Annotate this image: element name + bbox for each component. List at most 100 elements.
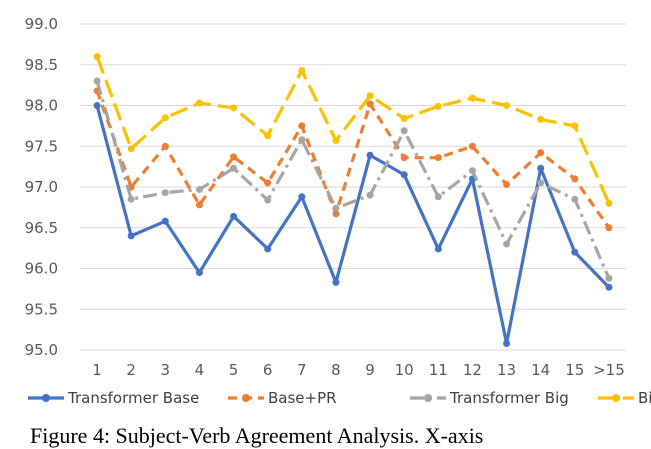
data-point (195, 99, 203, 107)
data-point (605, 224, 613, 232)
data-point (400, 115, 408, 123)
data-point (93, 102, 101, 109)
data-point (298, 66, 306, 74)
series-line (95, 56, 611, 204)
data-point (537, 179, 545, 187)
data-point (127, 232, 135, 240)
data-point (332, 137, 340, 145)
y-tick-label: 97.0 (25, 178, 58, 196)
figure-caption: Figure 4: Subject-Verb Agreement Analysi… (30, 423, 484, 448)
data-point (571, 122, 579, 130)
gridlines (80, 23, 626, 351)
data-point (195, 185, 203, 193)
data-point (503, 181, 511, 189)
legend-label: Transformer Base (67, 389, 199, 407)
x-tick-label: 11 (429, 361, 448, 379)
x-tick-label: 3 (161, 361, 171, 379)
legend-item: Base+PR (228, 389, 337, 407)
data-point (366, 191, 374, 199)
data-point (195, 201, 203, 209)
data-point (230, 212, 238, 220)
x-tick-label: 9 (365, 361, 375, 379)
data-point (537, 149, 545, 157)
data-point (571, 175, 579, 183)
data-point (400, 154, 408, 162)
data-point (332, 204, 340, 212)
data-point (503, 339, 511, 347)
x-tick-label: 10 (395, 361, 414, 379)
legend-item: Big+PR (598, 389, 651, 407)
data-point (605, 283, 613, 291)
data-point (605, 199, 613, 207)
data-point (298, 193, 306, 201)
x-tick-label: 8 (331, 361, 341, 379)
data-point (230, 104, 238, 112)
y-tick-label: 98.5 (25, 56, 58, 74)
y-tick-label: 95.5 (25, 300, 58, 318)
data-point (571, 195, 579, 203)
y-tick-label: 97.5 (25, 137, 58, 155)
legend-marker (42, 394, 50, 402)
data-point (127, 145, 135, 153)
data-point (161, 217, 169, 225)
data-point (264, 179, 272, 187)
data-point (434, 245, 442, 253)
series-lines (93, 53, 613, 347)
data-point (503, 240, 511, 248)
legend-item: Transformer Big (410, 389, 569, 407)
x-tick-label: 7 (297, 361, 307, 379)
data-point (332, 210, 340, 218)
data-point (298, 136, 306, 144)
data-point (264, 245, 272, 253)
data-point (605, 274, 613, 282)
data-point (127, 195, 135, 203)
data-point (468, 167, 476, 175)
data-point (264, 132, 272, 140)
legend-item: Transformer Base (28, 389, 199, 407)
data-point (400, 171, 408, 179)
legend-label: Transformer Big (449, 389, 569, 407)
x-tick-label: 15 (565, 361, 584, 379)
data-point (434, 193, 442, 201)
legend: Transformer Base Base+PR Transformer Big Bi… (28, 389, 651, 407)
data-point (161, 189, 169, 197)
y-tick-label: 98.0 (25, 97, 58, 115)
data-point (161, 142, 169, 150)
data-point (332, 278, 340, 286)
x-tick-label: 12 (463, 361, 482, 379)
series-line (95, 90, 611, 229)
x-axis-tick-labels: 1 2 3 4 5 6 7 8 9 10 11 12 13 14 15 >15 (92, 361, 624, 379)
x-tick-label: 2 (126, 361, 136, 379)
x-tick-label: 1 (92, 361, 102, 379)
y-axis-tick-labels: 95.0 95.5 96.0 96.5 97.0 97.5 98.0 98.5 99.0 (25, 15, 58, 359)
x-tick-label: >15 (593, 361, 625, 379)
data-point (434, 154, 442, 162)
x-tick-label: 4 (195, 361, 205, 379)
x-tick-label: 14 (531, 361, 550, 379)
data-point (366, 100, 374, 108)
data-point (230, 153, 238, 161)
data-point (366, 151, 374, 159)
data-point (400, 127, 408, 135)
x-tick-label: 13 (497, 361, 516, 379)
legend-label: Base+PR (268, 389, 337, 407)
y-tick-label: 96.0 (25, 260, 58, 278)
series-line (95, 80, 611, 279)
data-point (503, 102, 511, 109)
data-point (537, 115, 545, 123)
data-point (298, 122, 306, 130)
data-point (434, 102, 442, 110)
y-tick-label: 95.0 (25, 341, 58, 359)
data-point (366, 92, 374, 100)
data-point (537, 164, 545, 172)
legend-marker (424, 394, 432, 402)
legend-marker (612, 394, 620, 402)
data-point (93, 77, 101, 85)
y-tick-label: 99.0 (25, 15, 58, 33)
data-point (468, 142, 476, 150)
data-point (161, 114, 169, 122)
data-point (230, 164, 238, 172)
y-tick-label: 96.5 (25, 219, 58, 237)
series-line (95, 105, 611, 346)
data-point (571, 248, 579, 256)
